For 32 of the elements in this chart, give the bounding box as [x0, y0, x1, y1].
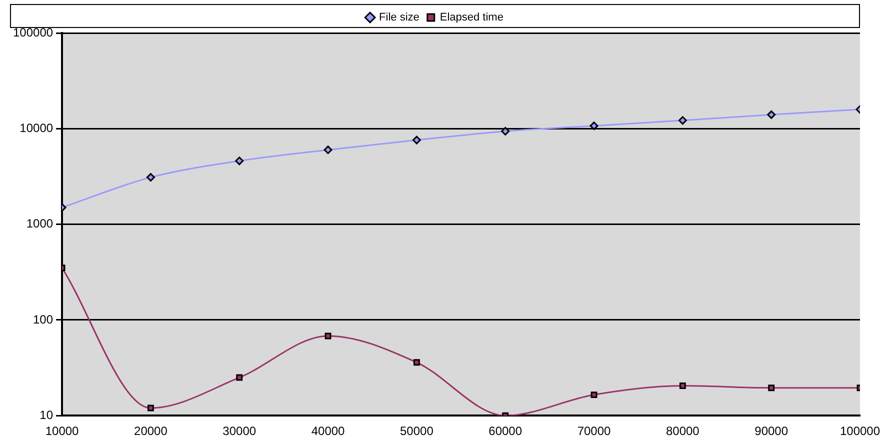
y-tick-label: 10000 [20, 120, 54, 135]
point [147, 404, 154, 412]
point [412, 136, 421, 144]
x-tick-label: 30000 [222, 424, 256, 438]
x-tick-label: 20000 [134, 424, 168, 438]
point [236, 374, 243, 381]
legend-label: Elapsed time [440, 12, 504, 24]
point [590, 392, 598, 398]
point [679, 382, 686, 390]
legend-label: File size [379, 12, 420, 24]
x-tick-label: 50000 [400, 424, 434, 438]
point [590, 122, 598, 130]
point [235, 156, 244, 166]
point [146, 173, 155, 182]
x-tick-label: 70000 [577, 424, 612, 438]
point [678, 116, 687, 125]
x-tick-label: 60000 [488, 424, 522, 438]
point [324, 146, 332, 154]
point [768, 384, 775, 392]
point [413, 359, 420, 366]
y-tick-label: 100 [33, 312, 54, 326]
point [501, 126, 510, 136]
y-tick-label: 100000 [12, 25, 54, 40]
x-tick-label: 100000 [840, 424, 880, 438]
x-tick-label: 90000 [754, 424, 788, 438]
point [767, 110, 776, 119]
y-tick-label: 10 [40, 408, 54, 422]
x-tick-label: 40000 [311, 424, 346, 438]
point [324, 332, 332, 340]
x-tick-label: 10000 [45, 424, 80, 438]
y-tick-label: 1000 [26, 216, 54, 231]
x-tick-label: 80000 [666, 424, 700, 438]
